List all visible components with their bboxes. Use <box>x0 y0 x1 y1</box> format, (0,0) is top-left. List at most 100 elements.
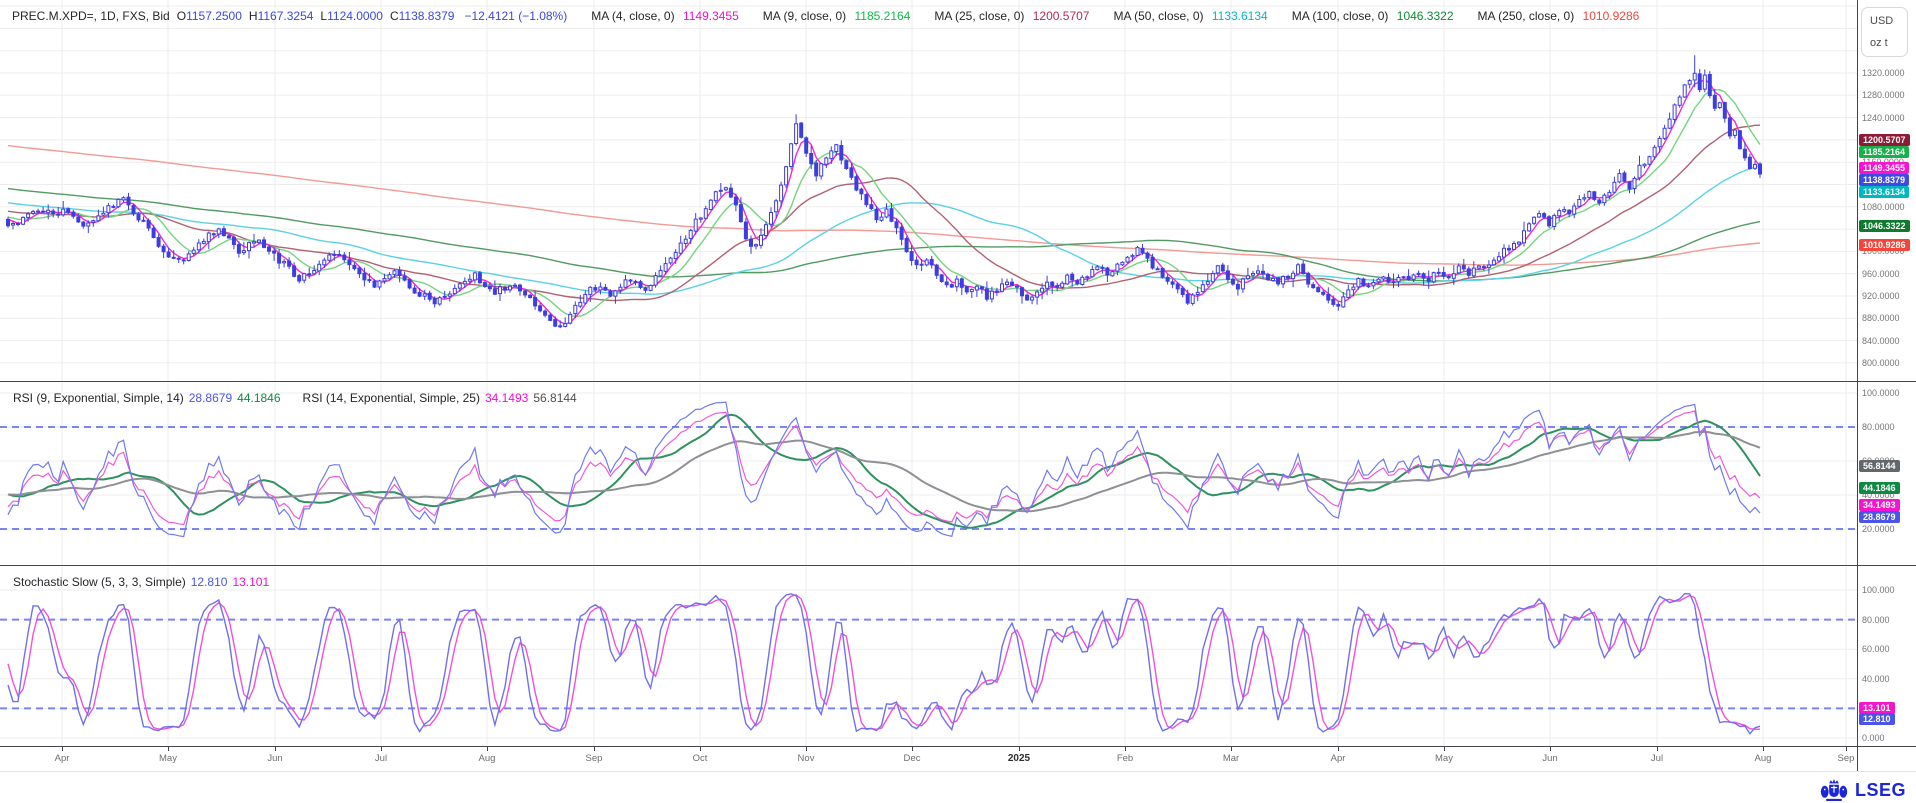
time-tick <box>381 747 382 751</box>
lseg-crest-icon <box>1820 778 1848 802</box>
axis-tick-label: 960.0000 <box>1862 268 1900 279</box>
time-tick <box>487 747 488 751</box>
time-label-mar: Mar <box>1222 753 1240 764</box>
time-tick <box>1231 747 1232 751</box>
axis-tick-label: 1320.0000 <box>1862 68 1905 78</box>
axis-value-badge: 1200.5707 <box>1859 134 1910 146</box>
axis-tick-label: 80.000 <box>1862 614 1890 625</box>
axis-value-badge: 1133.6134 <box>1859 186 1910 198</box>
axis-tick-label: 80.0000 <box>1862 422 1895 432</box>
axis-tick-label: 40.0000 <box>1862 490 1895 500</box>
time-tick <box>1550 747 1551 751</box>
unit-label: oz t <box>1870 37 1888 49</box>
axis-tick-label: 1240.0000 <box>1862 112 1905 123</box>
axis-tick-label: 1080.0000 <box>1862 201 1905 212</box>
unit-box: USD oz t <box>1861 7 1908 57</box>
time-tick <box>1763 747 1764 751</box>
chart-canvas[interactable] <box>0 0 1857 771</box>
axis-value-badge: 56.8144 <box>1859 460 1900 472</box>
axis-value-badge: 34.1493 <box>1859 499 1900 511</box>
time-tick <box>912 747 913 751</box>
time-tick <box>168 747 169 751</box>
time-tick <box>1125 747 1126 751</box>
time-tick <box>1846 747 1847 751</box>
axis-tick-label: 40.000 <box>1862 673 1890 684</box>
ohlc-h-value: H1167.3254 <box>248 9 314 23</box>
time-tick <box>594 747 595 751</box>
time-label-aug: Aug <box>478 753 496 764</box>
time-axis-line <box>0 746 1916 747</box>
axis-tick-label: 20.0000 <box>1862 524 1895 534</box>
rsi-9-ma-value: 44.1846 <box>237 391 281 405</box>
axis-value-badge: 1185.2164 <box>1859 146 1910 158</box>
time-label-apr: Apr <box>1330 753 1346 764</box>
ma-legend-item: MA (4, close, 0) 1149.3455 <box>591 9 739 23</box>
rsi-9-label: RSI (9, Exponential, Simple, 14) <box>13 391 184 405</box>
stochastic-k-value: 12.810 <box>190 575 228 589</box>
axis-tick-label: 880.0000 <box>1862 313 1900 324</box>
rsi-14-value: 34.1493 <box>484 391 529 405</box>
axis-value-badge: 44.1846 <box>1859 482 1900 494</box>
time-label-jun: Jun <box>267 753 283 764</box>
time-label-nov: Nov <box>797 753 815 764</box>
change-value: −12.4121 (−1.08%) <box>464 9 568 23</box>
time-label-aug: Aug <box>1754 753 1772 764</box>
ma-legend-item: MA (9, close, 0) 1185.2164 <box>762 9 911 23</box>
time-tick <box>1019 747 1020 751</box>
ma-legend-item: MA (25, close, 0) 1200.5707 <box>934 9 1090 23</box>
ma-legend-item: MA (50, close, 0) 1133.6134 <box>1113 9 1268 23</box>
panel-divider[interactable] <box>0 565 1916 566</box>
axis-tick-label: 0.000 <box>1862 733 1885 743</box>
lseg-logo: LSEG <box>1819 777 1906 803</box>
time-label-jul: Jul <box>374 753 388 764</box>
rsi-14-label: RSI (14, Exponential, Simple, 25) <box>302 391 480 405</box>
time-label-may: May <box>159 753 177 764</box>
currency-label: USD <box>1870 15 1894 27</box>
axis-tick-label: 920.0000 <box>1862 291 1900 301</box>
axis-tick-label: 800.0000 <box>1862 357 1900 368</box>
lseg-wordmark: LSEG <box>1854 779 1906 800</box>
axis-tick-label: 60.000 <box>1862 644 1890 655</box>
time-label-2025: 2025 <box>1007 753 1031 764</box>
time-label-apr: Apr <box>54 753 70 764</box>
time-label-jun: Jun <box>1542 753 1558 764</box>
axis-tick-label: 100.000 <box>1862 585 1895 595</box>
stochastic-d-value: 13.101 <box>232 575 270 589</box>
time-tick <box>1338 747 1339 751</box>
axis-value-badge: 1149.3455 <box>1859 162 1910 174</box>
axis-tick-label: 1000.0000 <box>1862 246 1905 257</box>
ohlc-values: O1157.2500 H1167.3254 L1124.0000 C1138.8379 <box>170 9 455 23</box>
stochastic-label: Stochastic Slow (5, 3, 3, Simple) <box>13 575 186 589</box>
time-label-sep: Sep <box>585 753 603 764</box>
time-tick <box>806 747 807 751</box>
ma-legend-items: MA (4, close, 0) 1149.3455 MA (9, close, … <box>567 9 1639 23</box>
ma-legend-item: MA (100, close, 0) 1046.3322 <box>1291 9 1454 23</box>
axis-value-badge: 13.101 <box>1859 702 1895 714</box>
axis-value-badge: 1138.8379 <box>1859 174 1910 186</box>
time-tick <box>275 747 276 751</box>
time-tick <box>700 747 701 751</box>
time-label-dec: Dec <box>903 753 921 764</box>
ma-legend-item: MA (250, close, 0) 1010.9286 <box>1477 9 1640 23</box>
main-legend: PREC.M.XPD=, 1D, FXS, Bid O1157.2500 H116… <box>12 9 1639 23</box>
time-label-feb: Feb <box>1116 753 1134 764</box>
axis-tick-label: 1280.0000 <box>1862 90 1905 101</box>
panel-divider[interactable] <box>0 381 1916 382</box>
axis-tick-label: 840.0000 <box>1862 335 1900 346</box>
rsi-legend: RSI (9, Exponential, Simple, 14) 28.8679… <box>13 391 577 405</box>
time-label-jul: Jul <box>1650 753 1664 764</box>
time-label-sep: Sep <box>1837 753 1855 764</box>
axis-value-badge: 28.8679 <box>1859 511 1900 523</box>
price-axis-line <box>1857 0 1858 771</box>
ohlc-o-value: O1157.2500 <box>176 9 242 23</box>
stochastic-legend: Stochastic Slow (5, 3, 3, Simple) 12.810… <box>13 575 269 589</box>
footer-divider <box>0 771 1916 772</box>
ohlc-l-value: L1124.0000 <box>320 9 383 23</box>
symbol-label: PREC.M.XPD=, 1D, FXS, Bid <box>12 9 170 23</box>
axis-value-badge: 1010.9286 <box>1859 239 1910 251</box>
ohlc-c-value: C1138.8379 <box>389 9 455 23</box>
rsi-9-value: 28.8679 <box>188 391 233 405</box>
time-label-oct: Oct <box>692 753 708 764</box>
time-tick <box>62 747 63 751</box>
